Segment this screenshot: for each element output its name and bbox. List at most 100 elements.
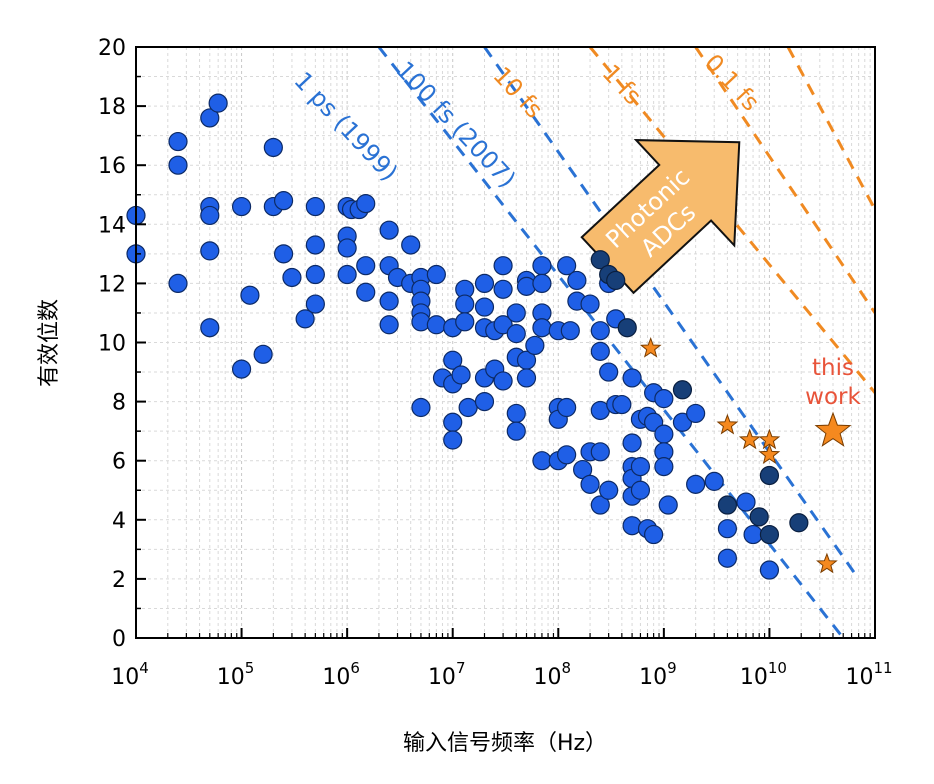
data-point-electronic (532, 318, 552, 338)
data-point-electronic (474, 392, 495, 412)
jitter-line-label: 1 fs (597, 59, 647, 110)
data-point-electronic (295, 309, 315, 329)
data-point-electronic (557, 256, 577, 276)
jitter-line-label: 10 fs (487, 61, 548, 123)
data-point-electronic-dark (749, 507, 769, 527)
data-point-electronic (630, 457, 651, 477)
data-point-electronic (493, 371, 513, 391)
data-point-electronic (305, 264, 325, 285)
data-point-electronic (516, 368, 537, 388)
y-tick-label: 0 (112, 627, 126, 652)
data-point-electronic (168, 131, 188, 152)
data-point-electronic (493, 315, 513, 335)
data-point-electronic (532, 451, 552, 471)
data-point-electronic (612, 394, 632, 415)
data-point-electronic (379, 220, 399, 240)
data-point-electronic (506, 303, 526, 323)
data-point-electronic (654, 389, 674, 409)
y-tick-label: 14 (98, 213, 126, 238)
data-point-electronic (401, 235, 421, 255)
data-point-electronic (208, 93, 228, 113)
data-point-electronic (599, 362, 619, 382)
data-point-electronic (590, 442, 610, 462)
data-point-electronic (590, 321, 610, 341)
data-point-electronic (590, 495, 610, 515)
data-point-electronic (557, 445, 577, 465)
data-point-electronic (379, 291, 399, 311)
data-point-electronic (426, 315, 446, 335)
data-point-electronic (493, 279, 513, 299)
data-point-photonic (716, 413, 739, 435)
data-point-electronic (305, 196, 325, 217)
data-point-electronic (567, 270, 587, 291)
data-point-electronic-dark (672, 380, 693, 400)
data-point-electronic (200, 318, 220, 338)
data-point-electronic-dark (717, 495, 738, 515)
data-point-electronic (686, 403, 706, 424)
data-point-electronic (305, 235, 325, 255)
x-tick-label: 1010 (740, 659, 787, 690)
data-point-electronic (273, 244, 294, 264)
data-point-electronic (672, 412, 693, 432)
data-point-electronic (379, 315, 399, 335)
data-point-electronic (525, 335, 545, 356)
y-tick-label: 2 (112, 568, 126, 593)
annotation-this-work: work (805, 384, 861, 410)
data-point-electronic (622, 433, 642, 453)
photonic-arrow-shape (580, 139, 741, 295)
data-point-photonic (738, 428, 761, 450)
y-tick-label: 12 (98, 272, 126, 297)
data-point-electronic (451, 365, 471, 385)
data-point-electronic (356, 256, 376, 276)
data-point-electronic (455, 312, 475, 332)
data-point-electronic (168, 155, 188, 175)
data-point-electronic (305, 294, 325, 314)
data-point-electronic-dark (759, 465, 780, 486)
data-point-electronic (231, 359, 252, 379)
data-point-electronic (458, 397, 478, 418)
y-tick-label: 6 (112, 450, 126, 475)
data-point-electronic (443, 430, 463, 450)
data-point-electronic (356, 282, 376, 302)
data-point-electronic (759, 560, 780, 580)
data-point-electronic (743, 524, 763, 545)
y-tick-label: 4 (112, 509, 126, 534)
x-axis-title: 输入信号频率（Hz） (403, 731, 607, 756)
data-point-electronic (337, 238, 357, 258)
data-point-electronic (474, 273, 495, 293)
data-point-electronic (200, 205, 220, 226)
data-point-electronic (622, 368, 642, 388)
data-points-layer (126, 93, 852, 580)
data-point-electronic (630, 480, 651, 500)
data-point-electronic (337, 264, 357, 285)
data-point-electronic (240, 285, 260, 305)
data-point-electronic (263, 137, 283, 158)
data-point-electronic (599, 480, 619, 500)
plot-frame-layer (135, 46, 876, 639)
x-tick-label: 105 (217, 659, 255, 690)
data-point-electronic (273, 191, 294, 211)
y-tick-label: 20 (98, 36, 126, 61)
data-point-electronic (654, 457, 674, 477)
data-point-electronic (644, 524, 664, 545)
y-tick-label: 16 (98, 154, 126, 179)
data-point-electronic (557, 397, 577, 418)
data-point-electronic (443, 412, 463, 432)
y-axis-title: 有效位数 (37, 299, 62, 387)
grid-layer (136, 47, 875, 638)
data-point-electronic (717, 548, 738, 568)
data-point-electronic-dark (590, 250, 610, 270)
data-point-electronic (580, 474, 600, 494)
data-point-electronic (200, 108, 220, 128)
data-point-photonic (816, 552, 838, 574)
data-point-electronic (506, 324, 526, 344)
jitter-line-label: 1 ps (1999) (289, 67, 404, 187)
data-point-electronic (658, 495, 678, 515)
x-tick-label: 104 (111, 659, 149, 690)
jitter-line (694, 47, 875, 314)
data-point-electronic (532, 273, 552, 293)
data-point-electronic (426, 264, 446, 285)
jitter-lines-layer (377, 47, 875, 638)
data-point-electronic-dark (606, 270, 626, 291)
